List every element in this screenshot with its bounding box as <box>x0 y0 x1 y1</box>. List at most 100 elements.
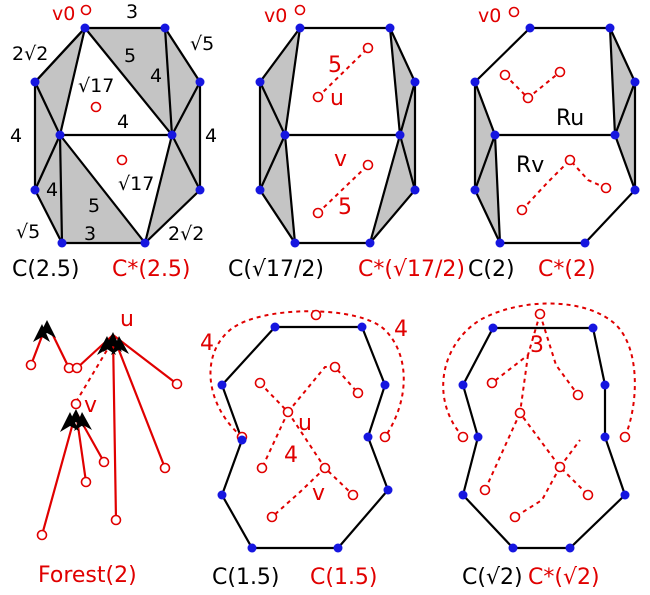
vertices <box>458 323 630 553</box>
vertex-label-v: v <box>312 481 325 506</box>
caption: C(√17/2) <box>228 257 324 282</box>
caption-dual: C*(2.5) <box>112 257 191 282</box>
forest-node <box>171 378 183 390</box>
dual-tree-edges <box>259 366 359 518</box>
edge-label: 2√2 <box>12 43 48 65</box>
dual-vertex <box>312 91 324 103</box>
dual-vertex <box>379 431 391 443</box>
shaded-face <box>145 135 200 243</box>
forest-node <box>25 359 37 371</box>
edge-label: 3 <box>84 223 96 245</box>
caption-forest: Forest(2) <box>38 563 137 588</box>
panel-c-1-5: 4 4 4 u v C(1.5) C(1.5) <box>200 309 408 590</box>
forest-node <box>98 456 110 468</box>
edge-label: √17 <box>118 173 154 195</box>
caption: C(1.5) <box>212 565 280 590</box>
dual-vertex <box>479 484 491 496</box>
forest-node <box>159 462 171 474</box>
dual-vertex <box>457 431 469 443</box>
caption: C(2) <box>468 257 515 282</box>
vertex-label-u: u <box>298 411 312 436</box>
dual-vertex <box>352 387 364 399</box>
panel-c-sqrt17-2: v0 5 u v 5 C(√17/2) C*(√17/2) <box>228 4 465 282</box>
vertex-label-v: v <box>84 393 97 418</box>
edge-label: 5 <box>124 45 136 67</box>
caption-dual: C*(2) <box>538 257 596 282</box>
dual-vertex <box>266 511 278 523</box>
edge-label: 4 <box>205 125 217 147</box>
forest-node <box>80 476 92 488</box>
vertices <box>255 23 420 248</box>
shaded-face <box>370 135 415 243</box>
dual-vertex <box>486 377 498 389</box>
edge-label: √5 <box>16 221 40 243</box>
vertices <box>217 322 393 553</box>
dual-vertex <box>90 101 102 113</box>
edge-label: 3 <box>530 333 544 358</box>
panel-c-2: v0 Ru Rv C(2) C*(2) <box>468 5 640 282</box>
tree-edge-label: 5 <box>328 53 342 78</box>
panel-c-2-5: v0 3 2√2 √5 5 4 √17 4 4 4 √17 4 5 √5 3 2… <box>10 1 217 282</box>
vertex-label-v: v <box>334 147 347 172</box>
root-label: v0 <box>478 5 501 27</box>
dual-vertex <box>514 407 526 419</box>
forest-edges <box>29 322 178 536</box>
shaded-face <box>610 28 635 135</box>
shaded-face <box>400 82 415 190</box>
dual-vertex <box>362 159 374 171</box>
edge-label: 4 <box>46 179 58 201</box>
edge-label: 4 <box>117 111 129 133</box>
dual-vertex <box>254 377 266 389</box>
dual-vertex <box>116 154 128 166</box>
dual-vertex <box>582 489 594 501</box>
shaded-face <box>475 82 495 190</box>
edge-label: 2√2 <box>168 223 204 245</box>
root-label: v0 <box>52 3 75 25</box>
dual-vertex <box>522 92 534 104</box>
edge-label: √5 <box>190 33 214 55</box>
caption-dual: C*(√17/2) <box>358 257 465 282</box>
dual-outer-arc <box>442 302 636 438</box>
dual-tree-edges <box>484 313 589 518</box>
shaded-face <box>260 135 295 243</box>
dual-vertex <box>619 431 631 443</box>
edge-label: 4 <box>284 443 298 468</box>
forest-node <box>71 362 83 374</box>
dual-vertex <box>362 42 374 54</box>
vertices <box>30 23 205 248</box>
dual-vertex <box>554 66 566 78</box>
shaded-face <box>390 28 415 135</box>
vertex-label-u: u <box>330 86 344 111</box>
root-label: v0 <box>264 5 287 27</box>
region-label-rv: Rv <box>516 153 544 178</box>
caption: C(√2) <box>462 565 523 590</box>
caption-dual: C(1.5) <box>310 565 378 590</box>
dual-vertex <box>310 309 322 321</box>
edge-label: 4 <box>10 125 22 147</box>
dual-paths <box>504 71 607 211</box>
panel-forest-2: u v Forest(2) <box>25 307 183 588</box>
dual-tree-edges <box>317 47 369 214</box>
triangulation-edges <box>258 26 417 245</box>
edge-label: 3 <box>126 1 138 23</box>
shaded-face <box>615 82 635 190</box>
shaded-face <box>35 82 60 190</box>
dual-vertex <box>256 462 268 474</box>
dual-vertex <box>329 361 341 373</box>
dual-vertex <box>499 69 511 81</box>
tree-edge-label: 5 <box>338 195 352 220</box>
edge-label: 4 <box>200 331 214 356</box>
vertex-label-u: u <box>120 307 134 332</box>
caption: C(2.5) <box>12 257 80 282</box>
dual-vertex <box>534 308 546 320</box>
edge-label: 4 <box>394 317 408 342</box>
edge-label: 5 <box>88 195 100 217</box>
dual-root-vertex <box>508 6 520 18</box>
dual-vertex <box>347 489 359 501</box>
dual-vertex <box>564 154 576 166</box>
dual-vertex-u <box>282 406 294 418</box>
dual-vertex <box>554 461 566 473</box>
forest-node <box>110 514 122 526</box>
edge-label: √17 <box>78 75 114 97</box>
